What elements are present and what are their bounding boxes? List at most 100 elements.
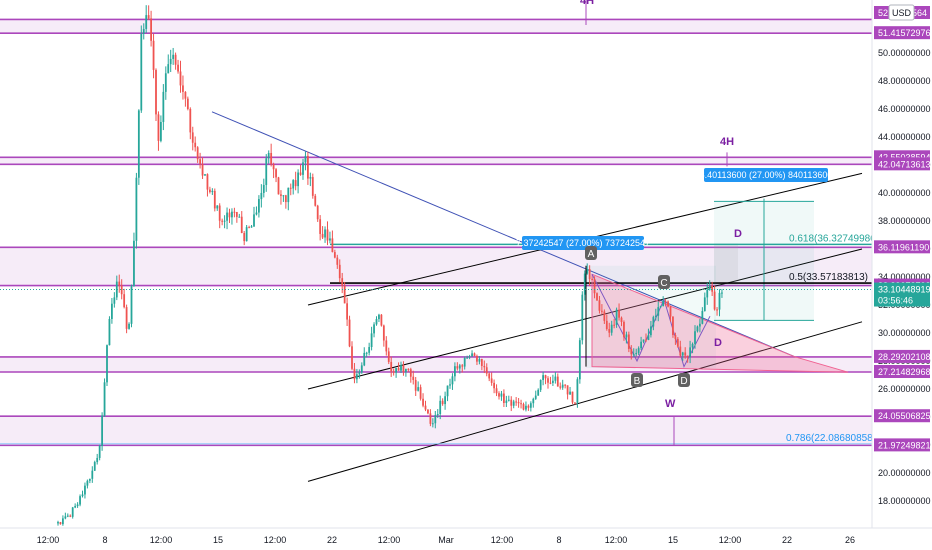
candle-body <box>179 71 182 86</box>
range-label-2: 7.37242547 (27.00%) 737242547 <box>516 238 650 248</box>
candle-body <box>93 462 96 471</box>
candle-body <box>596 293 598 301</box>
candle-176 <box>488 372 491 382</box>
price-tick-label: 48.00000000 <box>878 76 931 86</box>
candle-225 <box>608 322 611 338</box>
candle-body <box>235 211 238 217</box>
candle-body <box>130 286 133 324</box>
candle-body <box>128 323 130 329</box>
candle-239 <box>642 339 645 344</box>
candle-173 <box>480 358 483 371</box>
candle-100 <box>302 158 304 180</box>
candle-body <box>613 324 616 326</box>
candle-body <box>620 317 623 322</box>
candle-214 <box>581 291 584 345</box>
candle-body <box>417 387 420 391</box>
candle-22 <box>111 298 113 324</box>
candle-88 <box>272 162 275 179</box>
candle-264 <box>703 292 706 312</box>
candle-body <box>297 172 299 187</box>
candle-132 <box>380 314 383 327</box>
candle-230 <box>620 316 623 327</box>
candle-5 <box>69 514 72 518</box>
candle-body <box>647 335 650 341</box>
candle-body <box>400 365 402 371</box>
candle-256 <box>684 347 687 359</box>
candle-2 <box>62 515 64 526</box>
candle-218 <box>591 276 593 281</box>
candle-body <box>458 365 461 369</box>
candle-body <box>559 386 562 388</box>
candle-body <box>552 380 554 383</box>
time-axis[interactable]: 12:00 8 12:00 15 12:00 22 12:00 Mar 12:00 8 12:00 1… <box>0 527 932 550</box>
candle-body <box>507 399 510 401</box>
price-level-label-3: 36.11961190 <box>878 242 929 252</box>
candle-48 <box>174 52 177 70</box>
candle-177 <box>490 372 493 386</box>
candle-133 <box>382 324 385 347</box>
candle-79 <box>250 224 253 228</box>
candle-114 <box>336 254 339 269</box>
candle-body <box>515 401 518 403</box>
candle-body <box>223 220 226 222</box>
target-shade <box>714 243 738 286</box>
price-tick-label: 50.00000000 <box>878 48 931 58</box>
candle-body <box>615 309 618 325</box>
candle-body <box>635 352 638 355</box>
price-tick-label: 26.00000000 <box>878 384 931 394</box>
candle-body <box>240 216 243 234</box>
candle-97 <box>294 171 297 191</box>
candle-208 <box>566 385 569 400</box>
measure-box <box>586 265 716 368</box>
candle-157 <box>441 398 444 406</box>
candle-body <box>69 515 72 517</box>
candle-body <box>525 405 527 410</box>
candle-body <box>571 391 574 403</box>
candle-40 <box>155 68 157 122</box>
candle-254 <box>679 340 682 358</box>
candle-body <box>674 335 677 339</box>
price-level-box-5 <box>874 349 930 363</box>
candle-body <box>444 396 446 405</box>
time-tick-label: 12:00 <box>150 535 173 545</box>
candle-33 <box>137 109 140 185</box>
candle-118 <box>346 297 348 326</box>
candle-12 <box>86 479 89 489</box>
candle-217 <box>588 265 591 287</box>
candle-168 <box>468 354 471 360</box>
candle-body <box>299 172 302 175</box>
candles-layer <box>57 5 723 526</box>
price-axis[interactable]: 18.0000000020.0000000022.0000000024.0000… <box>871 0 932 528</box>
candle-127 <box>368 342 371 356</box>
candle-6 <box>71 506 74 519</box>
candle-102 <box>307 151 309 185</box>
candle-146 <box>414 377 417 397</box>
candle-83 <box>260 184 263 208</box>
candle-61 <box>206 173 209 197</box>
candle-body <box>250 226 253 228</box>
candle-106 <box>316 204 319 222</box>
candle-body <box>160 122 162 141</box>
candle-39 <box>152 33 155 79</box>
candle-242 <box>650 320 652 338</box>
candle-body <box>588 269 591 280</box>
candle-body <box>662 301 665 307</box>
time-tick-label: 12:00 <box>719 535 742 545</box>
time-tick-label: 22 <box>327 535 337 545</box>
candle-19 <box>103 378 106 417</box>
candle-1 <box>59 521 62 525</box>
candle-body <box>213 190 216 209</box>
timeframe-label-4h: 4H <box>720 136 734 148</box>
candle-143 <box>407 368 410 372</box>
currency-button[interactable] <box>888 4 915 21</box>
candle-170 <box>473 352 476 357</box>
candle-112 <box>331 230 334 253</box>
candle-77 <box>245 225 248 242</box>
candle-body <box>135 177 138 241</box>
candle-188 <box>517 398 520 408</box>
candle-138 <box>395 368 397 378</box>
candle-body <box>370 333 373 348</box>
candle-164 <box>458 363 461 374</box>
candle-body <box>454 366 456 377</box>
